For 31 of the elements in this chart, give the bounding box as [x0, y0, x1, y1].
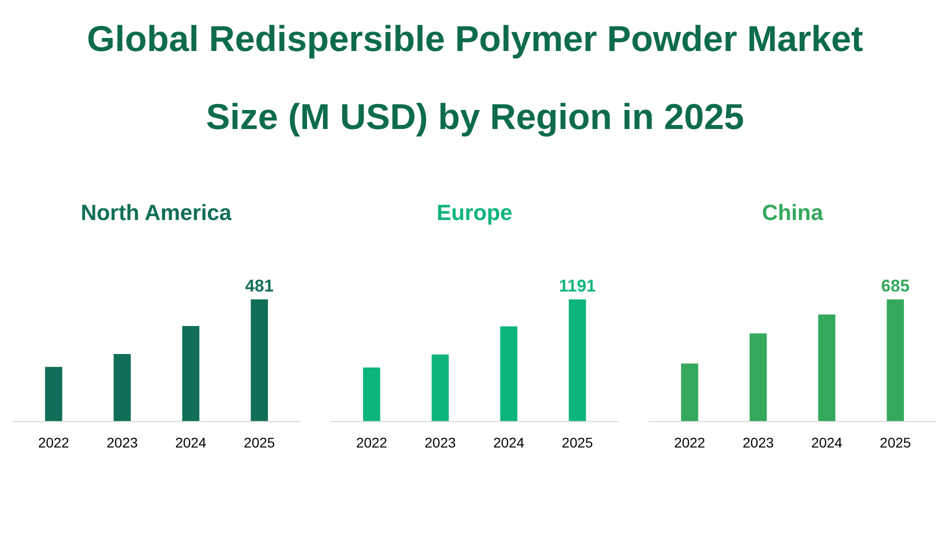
x-tick-label: 2022	[38, 434, 70, 450]
x-tick-label: 2024	[493, 434, 525, 450]
bar	[886, 299, 904, 422]
chart-title: Europe	[436, 200, 512, 225]
bar	[45, 366, 62, 422]
x-tick-label: 2023	[742, 434, 774, 450]
chart-title: North America	[80, 200, 232, 225]
bar	[432, 354, 449, 422]
x-tick-label: 2025	[562, 434, 594, 450]
text: Global Redispersible Polymer Powder Market Size (M USD) by Region in 2025	[86, 17, 864, 139]
x-tick-label: 2022	[356, 434, 388, 450]
bar	[500, 326, 518, 422]
bar	[750, 333, 767, 422]
x-tick-label: 2024	[175, 434, 207, 450]
chart-title: China	[762, 200, 824, 225]
data-label: 685	[881, 276, 910, 296]
x-tick-label: 2025	[244, 434, 276, 450]
data-label: 1191	[558, 276, 596, 296]
x-tick-label: 2023	[424, 434, 456, 450]
x-tick-label: 2022	[674, 434, 706, 450]
bar	[568, 299, 586, 422]
bar	[250, 299, 268, 422]
x-tick-label: 2025	[880, 434, 912, 450]
bar	[182, 326, 200, 422]
x-tick-label: 2024	[811, 434, 843, 450]
bar	[363, 367, 380, 422]
data-label: 481	[245, 276, 274, 296]
bar	[818, 314, 836, 422]
bar	[681, 364, 698, 422]
bar	[114, 354, 131, 422]
x-tick-label: 2023	[106, 434, 138, 450]
